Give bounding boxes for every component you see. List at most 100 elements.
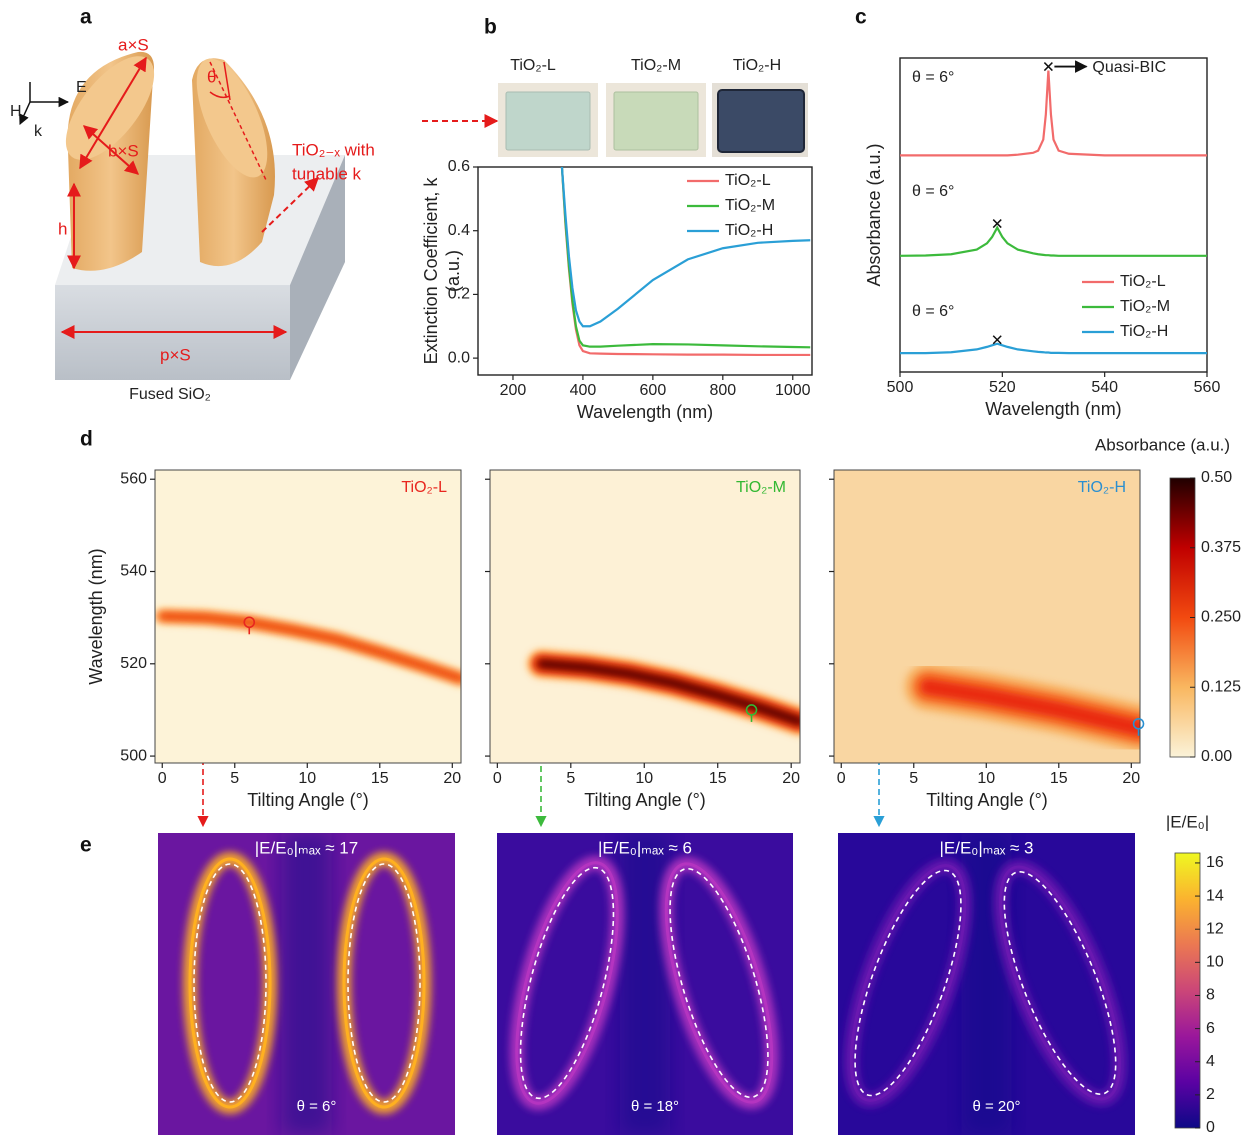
- x-tick-label: 0: [493, 770, 502, 787]
- x-tick-label: 15: [371, 770, 389, 787]
- colorbar-tick-label: 14: [1206, 887, 1224, 904]
- plot-frame: [154, 469, 462, 764]
- x-axis-label: Wavelength (nm): [985, 399, 1121, 419]
- y-tick-label: 0.6: [448, 158, 470, 175]
- series-line: [900, 225, 1207, 257]
- series-line: [900, 342, 1207, 355]
- field-rim: [342, 857, 426, 1109]
- legend-label: TiO₂-M: [725, 197, 775, 214]
- field-annotation: θ = 6°: [297, 1098, 337, 1115]
- panel-label: b: [484, 16, 497, 39]
- y-tick-label: 500: [120, 747, 147, 764]
- colorbar-tick-label: 0: [1206, 1119, 1215, 1135]
- y-axis-label: Extinction Coefficient, k: [421, 177, 441, 365]
- y-tick-label: 540: [120, 563, 147, 580]
- colorbar-tick-label: 0.125: [1201, 678, 1241, 695]
- colorbar-tick-label: 4: [1206, 1053, 1215, 1070]
- field-shade: [281, 833, 332, 1135]
- panel-label: a: [80, 6, 92, 29]
- x-tick-label: 15: [1050, 770, 1068, 787]
- substrate-side: [290, 155, 345, 380]
- sample-glass: [613, 91, 699, 151]
- sample-glass: [505, 91, 591, 151]
- x-tick-label: 800: [709, 382, 736, 399]
- x-tick-label: 400: [570, 382, 597, 399]
- pillar-top: [196, 58, 268, 178]
- x-tick-label: 0: [837, 770, 846, 787]
- y-tick-label: 0.2: [448, 286, 470, 303]
- field-title: |E/E₀|ₘₐₓ ≈ 17: [255, 838, 358, 857]
- x-tick-label: 5: [909, 770, 918, 787]
- peak-marker: [992, 335, 1002, 345]
- x-axis-label: Tilting Angle (°): [584, 790, 706, 810]
- field-rim: [849, 864, 967, 1102]
- colorbar-title: |E/E₀|: [1166, 812, 1209, 831]
- heatmap-ridge: [904, 662, 1140, 753]
- dimension-label: θ: [207, 67, 216, 86]
- legend-label: TiO₂-L: [1120, 273, 1166, 290]
- x-tick-label: 520: [989, 379, 1016, 396]
- ridge-band: [920, 678, 1140, 737]
- plot-frame: [833, 469, 1141, 764]
- y-axis-label: Wavelength (nm): [86, 548, 106, 684]
- tilt-line: [223, 61, 231, 101]
- angle-label: θ = 6°: [912, 183, 954, 200]
- panel-label: e: [80, 834, 92, 857]
- x-tick-label: 10: [298, 770, 316, 787]
- x-tick-label: 5: [230, 770, 239, 787]
- series-line: [560, 167, 811, 349]
- dashed-arrow: [261, 177, 320, 233]
- field-annotation: θ = 18°: [631, 1098, 679, 1115]
- ridge-band: [537, 660, 800, 725]
- y-tick-label: 520: [120, 655, 147, 672]
- colorbar-tick-label: 8: [1206, 987, 1215, 1004]
- sample-label: TiO₂-L: [510, 57, 556, 74]
- dimension-label: a×S: [118, 35, 149, 54]
- x-tick-label: 5: [566, 770, 575, 787]
- dimension-label: b×S: [108, 141, 139, 160]
- pillar-outline: [347, 863, 421, 1103]
- colorbar-tick-label: 6: [1206, 1020, 1215, 1037]
- field-map: [158, 833, 455, 1135]
- panel-label: c: [855, 6, 867, 29]
- x-tick-label: 15: [709, 770, 727, 787]
- x-tick-label: 20: [1122, 770, 1140, 787]
- substrate-label: Fused SiO₂: [129, 386, 211, 403]
- sample-photos: TiO₂-L TiO₂-M TiO₂-H: [498, 57, 808, 157]
- colorbar-title: Absorbance (a.u.): [1095, 435, 1230, 454]
- field-rim: [664, 862, 774, 1104]
- colorbar-tick-label: 16: [1206, 854, 1224, 871]
- dimension-label: h: [58, 219, 67, 238]
- heatmap-ridge: [155, 608, 461, 687]
- field-rim: [188, 857, 272, 1109]
- field-title: |E/E₀|ₘₐₓ ≈ 3: [939, 838, 1033, 857]
- y-tick-label: 560: [120, 470, 147, 487]
- x-tick-label: 10: [977, 770, 995, 787]
- x-tick-label: 20: [443, 770, 461, 787]
- field-annotation: θ = 20°: [972, 1098, 1020, 1115]
- x-tick-label: 540: [1091, 379, 1118, 396]
- colorbar-tick-label: 0.250: [1201, 609, 1241, 626]
- legend-label: TiO₂-H: [1120, 323, 1168, 340]
- panel-label: d: [80, 428, 93, 451]
- angle-label: θ = 6°: [912, 303, 954, 320]
- field-map: [497, 833, 793, 1135]
- plot-frame: [477, 166, 813, 376]
- pillar-outline: [669, 867, 769, 1099]
- y-axis-label: Absorbance (a.u.): [864, 143, 884, 286]
- field-rim: [515, 861, 619, 1105]
- colorbar-tick-label: 10: [1206, 954, 1224, 971]
- field-title: |E/E₀|ₘₐₓ ≈ 6: [598, 838, 692, 857]
- axis-arrow: [19, 101, 31, 125]
- field-shade: [620, 833, 670, 1135]
- callout: Quasi-BIC: [1092, 59, 1166, 76]
- colorbar-tick-label: 12: [1206, 920, 1224, 937]
- tilt-arc: [209, 91, 231, 99]
- x-axis-label: Tilting Angle (°): [926, 790, 1048, 810]
- peak-marker: [1043, 62, 1053, 72]
- legend-label: TiO₂-M: [1120, 298, 1170, 315]
- pillar-outline: [519, 866, 615, 1100]
- heatmap-title: TiO₂-H: [1078, 479, 1126, 496]
- tilt-line: [209, 61, 267, 181]
- y-tick-label: 0.4: [448, 222, 470, 239]
